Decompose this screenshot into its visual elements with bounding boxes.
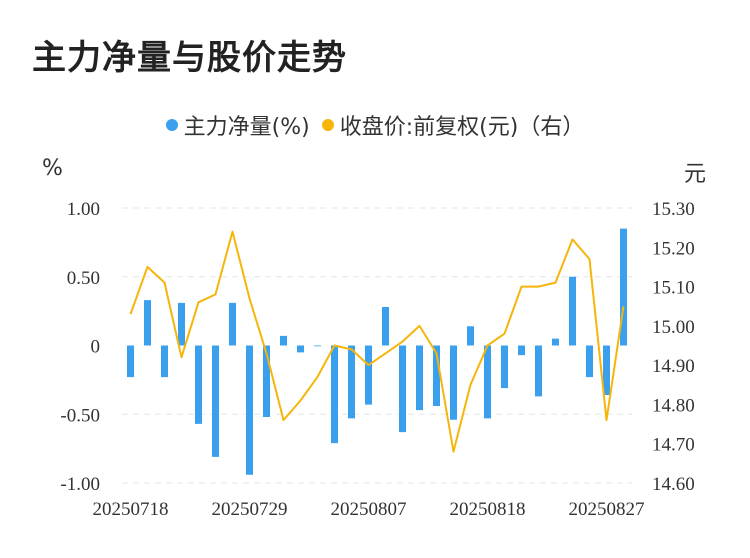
y-right-tick-label: 14.90 (652, 356, 695, 377)
y-left-tick-label: 1.00 (67, 199, 100, 220)
bar (450, 345, 457, 420)
y-right-tick-label: 15.00 (652, 317, 695, 338)
bar (467, 326, 474, 346)
bar (620, 228, 627, 346)
y-right-tick-label: 14.60 (652, 474, 695, 495)
y-right-tick-label: 14.80 (652, 395, 695, 416)
bar (399, 345, 406, 433)
right-axis-unit: 元 (684, 162, 707, 187)
bar (144, 300, 151, 346)
bar (178, 302, 185, 346)
series-line (129, 230, 625, 453)
y-right-tick-label: 15.20 (652, 238, 695, 259)
bar (365, 345, 372, 405)
bar (433, 345, 440, 406)
y-left-tick-label: -1.00 (60, 474, 100, 495)
x-tick-label: 20250818 (450, 499, 526, 520)
bar (212, 345, 219, 457)
legend-dot-icon (321, 119, 334, 131)
legend-item-main-net[interactable]: 主力净量(%) (165, 109, 310, 141)
y-right-tick-label: 14.70 (652, 435, 695, 456)
legend-label-main-net: 主力净量(%) (183, 115, 310, 140)
x-tick-label: 20250718 (93, 499, 169, 520)
bar (569, 276, 576, 346)
bar (382, 307, 389, 346)
bar (161, 345, 168, 378)
legend-item-close-price[interactable]: 收盘价:前复权(元)（右） (321, 109, 585, 141)
y-left-tick-label: 0.50 (67, 268, 100, 289)
bar (535, 345, 542, 397)
bar (484, 345, 491, 419)
bar (195, 345, 202, 424)
y-right-tick-label: 15.30 (652, 199, 695, 220)
bar (331, 345, 338, 444)
bar (314, 345, 321, 347)
bar (229, 302, 236, 346)
y-left-tick-label: 0 (91, 337, 101, 358)
x-tick-label: 20250807 (331, 499, 407, 520)
bar (246, 345, 253, 475)
bar (416, 345, 423, 411)
bar (263, 345, 270, 417)
bar (586, 345, 593, 378)
x-tick-label: 20250729 (212, 499, 288, 520)
bar (280, 335, 287, 346)
bar (348, 345, 355, 419)
chart-title: 主力净量与股价走势 (32, 38, 347, 78)
x-tick-label: 20250827 (569, 499, 645, 520)
legend-dot-icon (165, 119, 178, 131)
bar (552, 338, 559, 346)
bar (501, 345, 508, 389)
y-right-tick-label: 15.10 (652, 278, 695, 299)
bar (297, 345, 304, 353)
bar (518, 345, 525, 356)
bar (603, 345, 610, 395)
y-left-tick-label: -0.50 (60, 405, 100, 426)
bar (127, 345, 134, 378)
left-axis-unit: % (42, 156, 63, 181)
legend-label-close-price: 收盘价:前复权(元)（右） (339, 115, 585, 140)
legend: 主力净量(%) 收盘价:前复权(元)（右） (0, 110, 750, 140)
